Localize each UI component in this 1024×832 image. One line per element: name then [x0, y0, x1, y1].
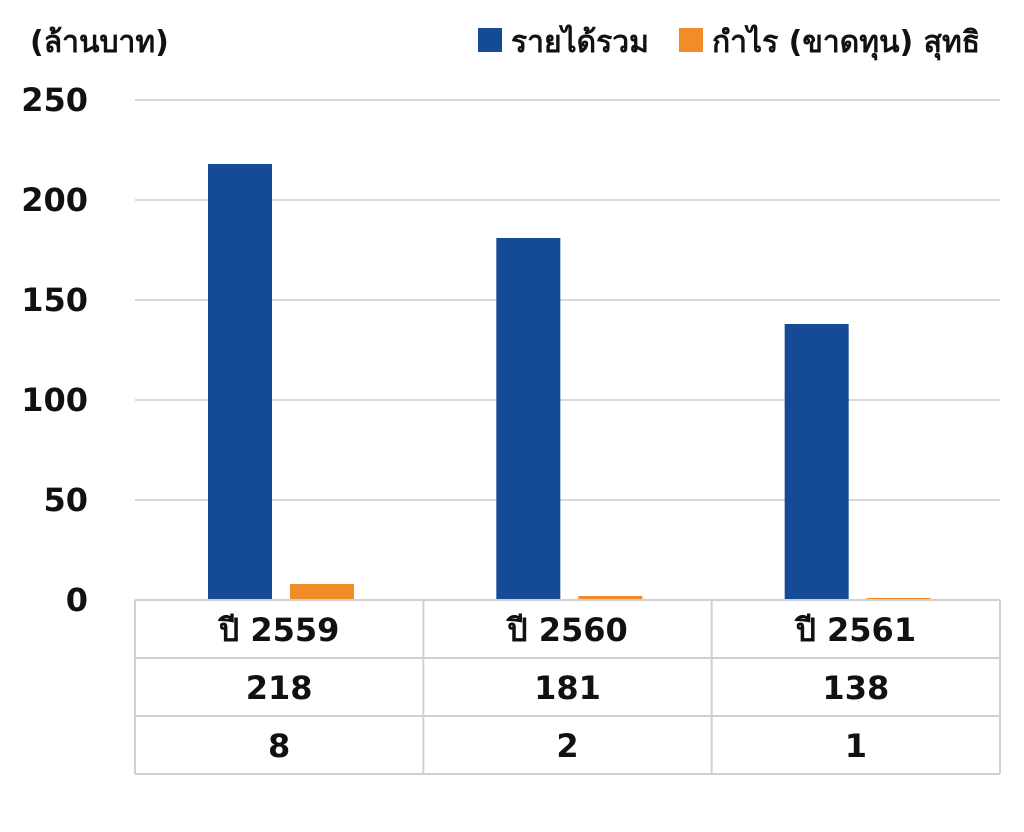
y-tick-label: 250: [21, 81, 88, 119]
y-tick-label: 100: [21, 381, 88, 419]
legend-swatch: [478, 28, 502, 52]
legend-swatch: [679, 28, 703, 52]
y-tick-label: 0: [66, 581, 88, 619]
legend: รายได้รวม กำไร (ขาดทุน) สุทธิ: [478, 24, 980, 61]
gridlines: [135, 99, 1000, 501]
table-cell-value: 8: [268, 727, 290, 765]
table-cell-value: 2: [556, 727, 578, 765]
bar-revenue-2: [784, 324, 849, 600]
bar-revenue-0: [208, 164, 272, 600]
data-table: ปี 2559 ปี 2560 ปี 2561 218 181 138 8 2 1: [134, 599, 1001, 775]
y-axis-ticks: 0 50 100 150 200 250: [21, 81, 88, 619]
legend-label: รายได้รวม: [511, 24, 649, 60]
y-tick-label: 50: [43, 481, 88, 519]
y-tick-label: 150: [21, 281, 88, 319]
x-tick-label: ปี 2561: [794, 611, 916, 649]
bar-net-profit-1: [578, 596, 643, 600]
x-tick-label: ปี 2560: [505, 611, 627, 649]
bars: [208, 164, 931, 600]
bar-net-profit-0: [290, 584, 354, 600]
bar-revenue-1: [496, 238, 561, 600]
table-cell-value: 1: [845, 727, 867, 765]
y-tick-label: 200: [21, 181, 88, 219]
table-cell-value: 218: [246, 669, 313, 707]
y-axis-unit-label: (ล้านบาท): [30, 25, 169, 60]
table-cell-value: 138: [822, 669, 889, 707]
x-tick-label: ปี 2559: [217, 611, 339, 649]
legend-label: กำไร (ขาดทุน) สุทธิ: [712, 24, 980, 61]
table-cell-value: 181: [534, 669, 601, 707]
